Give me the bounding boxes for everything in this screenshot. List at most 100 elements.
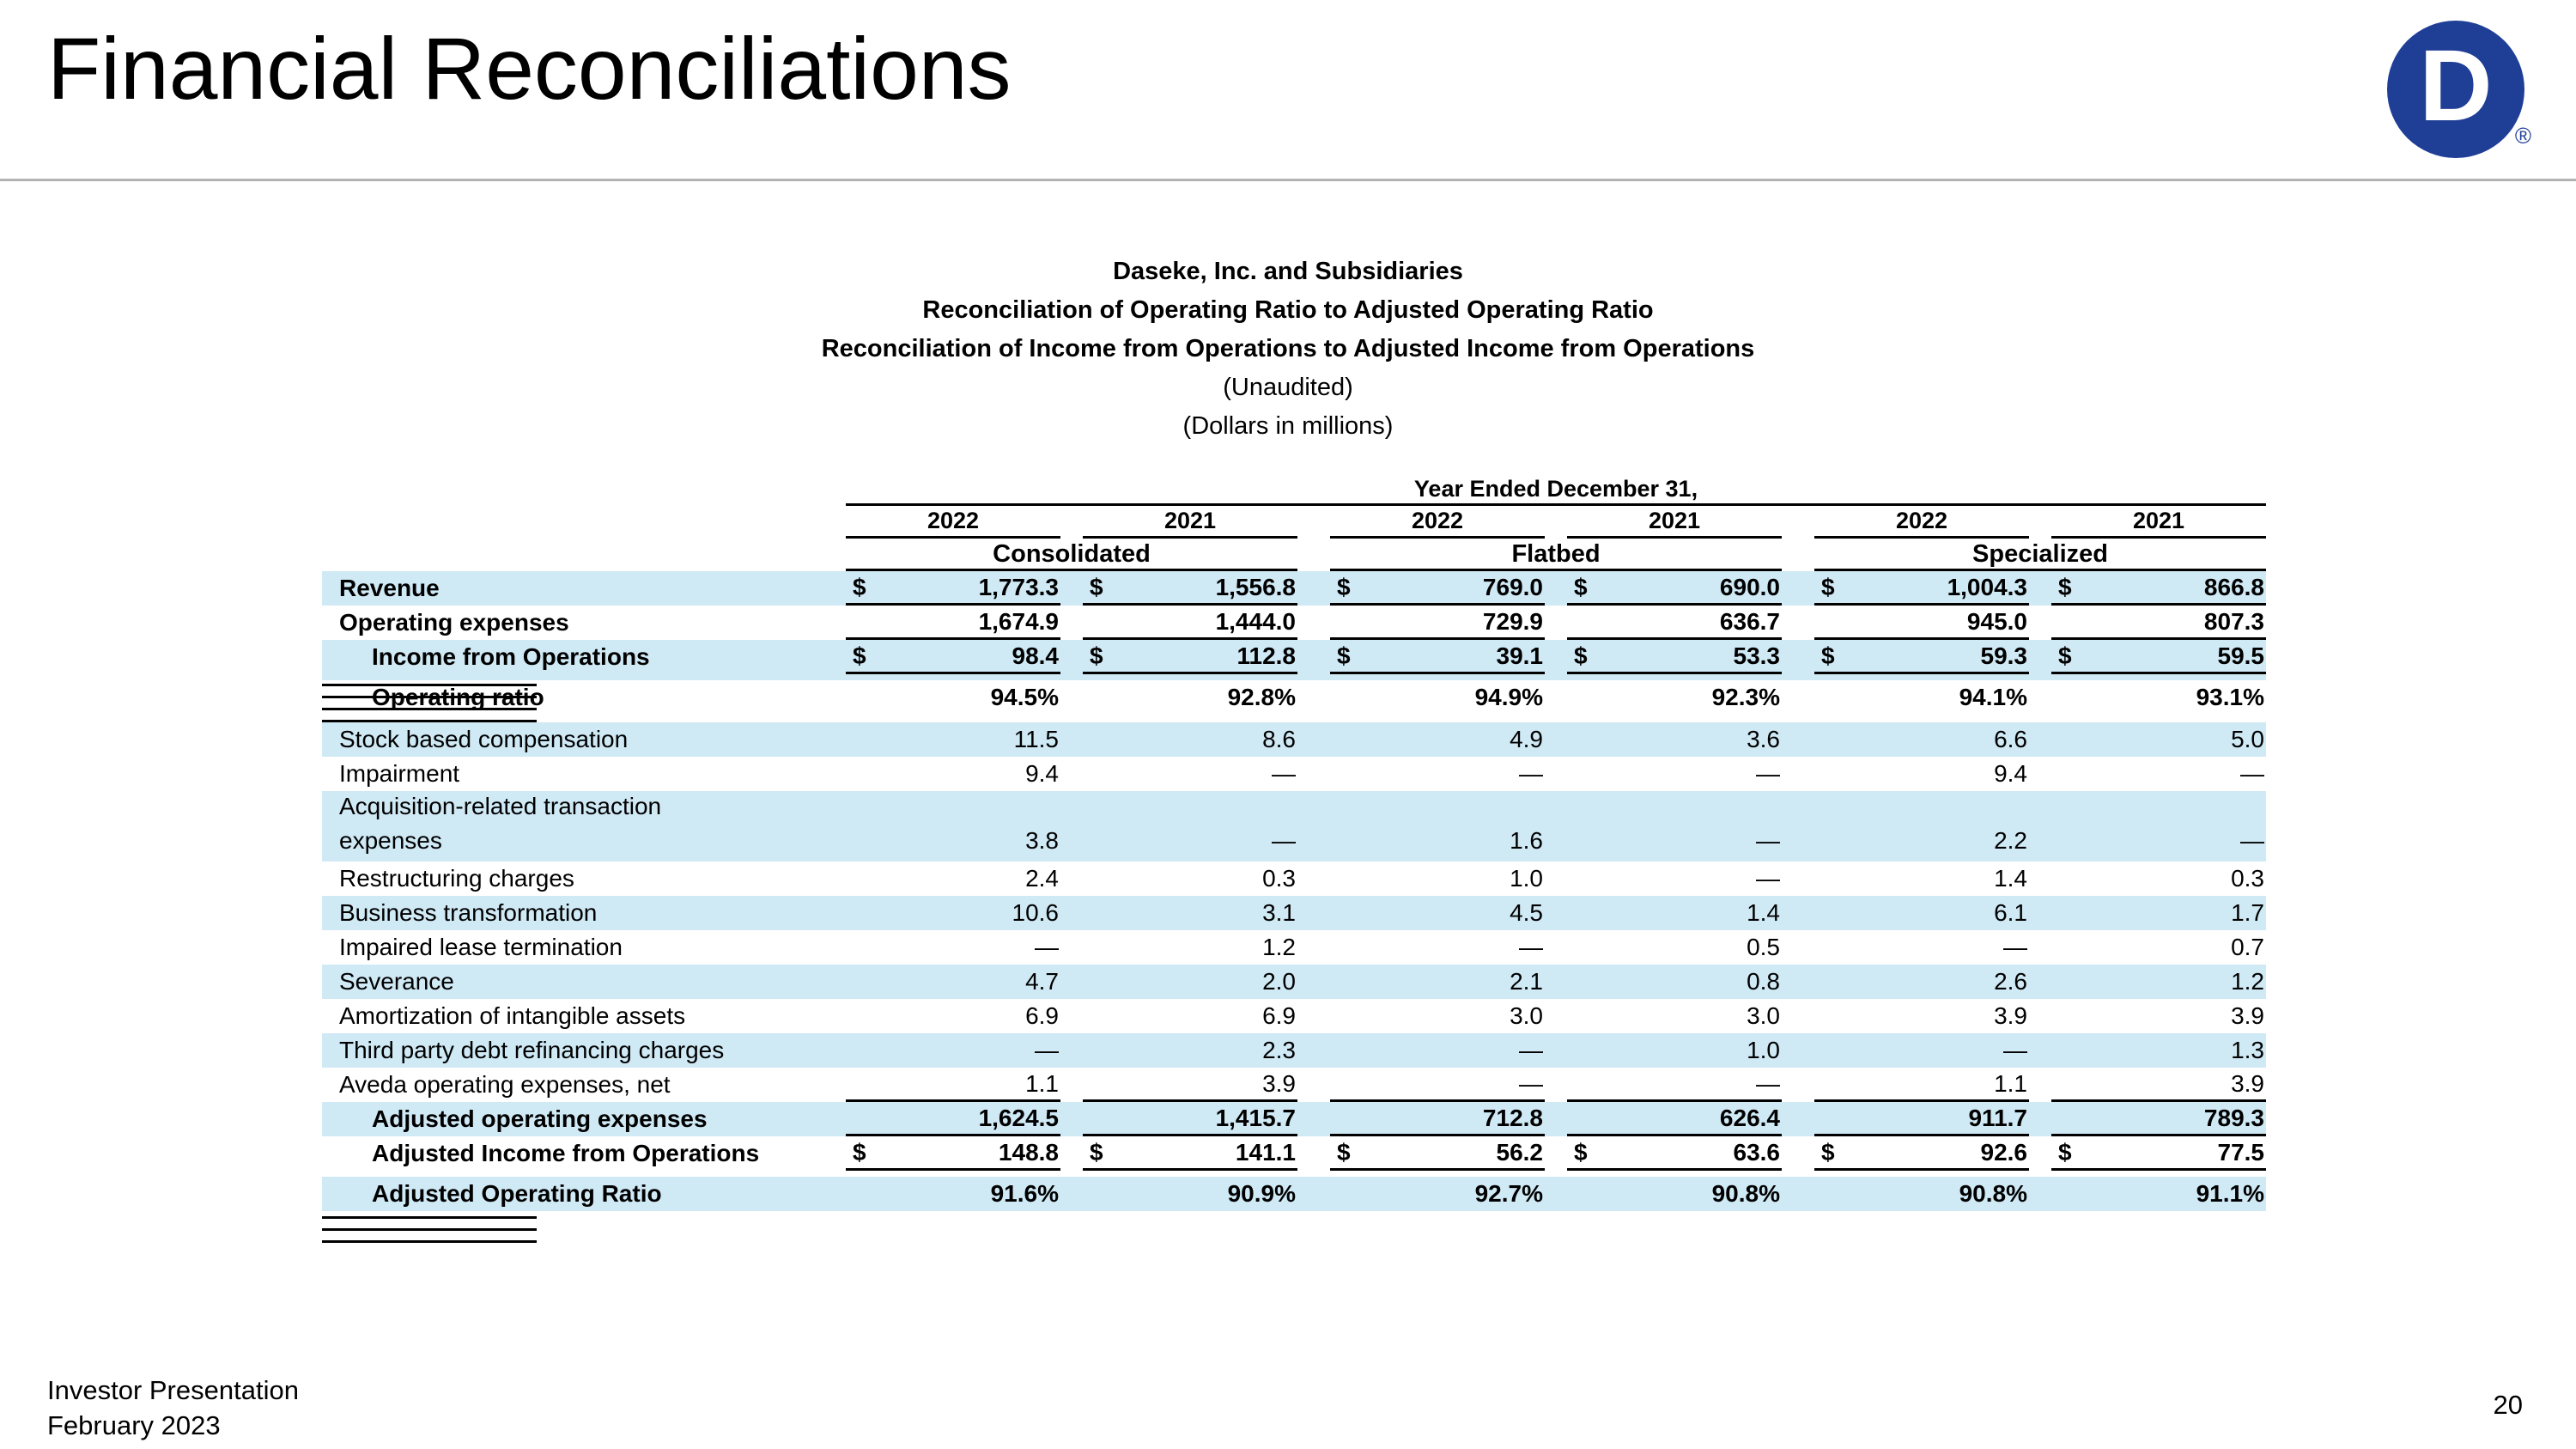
rule-cell xyxy=(322,1225,537,1231)
logo-letter: D xyxy=(2419,29,2493,143)
column-gap xyxy=(2029,680,2051,715)
cell-value: 9.4 xyxy=(1025,760,1059,787)
cell-value: — xyxy=(1519,1037,1543,1063)
value-cell: $690.0 xyxy=(1567,571,1782,606)
column-gap xyxy=(1297,1033,1330,1068)
column-gap xyxy=(2029,571,2051,606)
cell-value: 39.1 xyxy=(1496,642,1544,669)
column-gap xyxy=(1060,640,1083,674)
cell-value: 2.4 xyxy=(1025,865,1059,892)
value-cell: 5.0 xyxy=(2051,722,2266,757)
value-cell: $1,004.3 xyxy=(1814,571,2029,606)
cell-value: — xyxy=(1035,1037,1059,1063)
cell-value: 3.0 xyxy=(1510,1002,1543,1029)
table-heading-line: Reconciliation of Operating Ratio to Adj… xyxy=(922,296,1654,324)
column-gap xyxy=(1545,791,1567,861)
cell-value: 112.8 xyxy=(1236,642,1296,669)
cell-value: 0.5 xyxy=(1747,934,1780,960)
cell-value: 866.8 xyxy=(2203,573,2264,600)
currency-symbol: $ xyxy=(1821,1138,1835,1166)
table-heading-line: Daseke, Inc. and Subsidiaries xyxy=(1113,258,1463,285)
cell-value: 1,004.3 xyxy=(1947,573,2027,600)
row-label: Aveda operating expenses, net xyxy=(339,1071,671,1098)
row-label: Adjusted Income from Operations xyxy=(372,1140,760,1166)
cell-value: 0.3 xyxy=(2231,865,2264,892)
value-cell: 91.1% xyxy=(2051,1177,2266,1211)
table-row: Acquisition-related transaction expenses 3… xyxy=(322,791,2266,861)
value-cell: 3.9 xyxy=(2051,1068,2266,1102)
value-cell: $148.8 xyxy=(846,1136,1060,1171)
cell-value: 712.8 xyxy=(1482,1104,1543,1131)
row-label: Adjusted Operating Ratio xyxy=(372,1180,662,1207)
daseke-logo: D ® xyxy=(2387,21,2531,165)
years-header-row: 2022 2021 2022 2021 2022 2021 xyxy=(322,506,2266,539)
value-cell: 1,674.9 xyxy=(846,606,1060,640)
value-cell: — xyxy=(1567,861,1782,896)
value-cell: 6.9 xyxy=(846,999,1060,1033)
value-cell: $77.5 xyxy=(2051,1136,2266,1171)
value-cell: — xyxy=(1083,757,1297,791)
value-cell: 1.2 xyxy=(2051,965,2266,999)
value-cell: 0.5 xyxy=(1567,930,1782,965)
cell-value: 94.1% xyxy=(1959,684,2027,710)
column-gap xyxy=(1545,1102,1567,1136)
column-gap xyxy=(1782,680,1814,715)
value-cell: 0.8 xyxy=(1567,965,1782,999)
cell-value: 1.0 xyxy=(1747,1037,1780,1063)
value-cell: 1.4 xyxy=(1567,896,1782,930)
column-gap xyxy=(1060,1033,1083,1068)
value-cell: 0.3 xyxy=(2051,861,2266,896)
cell-value: 98.4 xyxy=(1012,642,1060,669)
table-row: Amortization of intangible assets 6.9 6.9 3… xyxy=(322,999,2266,1033)
cell-value: 90.8% xyxy=(1959,1180,2027,1207)
value-cell: 6.6 xyxy=(1814,722,2029,757)
cell-value: 3.9 xyxy=(1994,1002,2027,1029)
column-gap xyxy=(1545,506,1567,539)
cell-value: 1,444.0 xyxy=(1215,607,1296,635)
cell-value: 1.1 xyxy=(1025,1069,1059,1097)
column-gap xyxy=(1060,791,1083,861)
column-gap xyxy=(1545,571,1567,606)
value-cell: 0.7 xyxy=(2051,930,2266,965)
value-cell: 1,624.5 xyxy=(846,1102,1060,1136)
rule-cell xyxy=(322,704,537,710)
cell-value: 690.0 xyxy=(1719,573,1780,600)
value-cell: $112.8 xyxy=(1083,640,1297,674)
value-cell: 729.9 xyxy=(1330,606,1545,640)
cell-value: 1.0 xyxy=(1510,865,1543,892)
cell-value: 1.2 xyxy=(1262,934,1296,960)
value-cell: 90.9% xyxy=(1083,1177,1297,1211)
column-gap xyxy=(1545,861,1567,896)
currency-symbol: $ xyxy=(1090,573,1103,600)
table-row: Adjusted Operating Ratio 91.6% 90.9% 92.7% 9… xyxy=(322,1177,2266,1211)
column-gap xyxy=(1060,1068,1083,1102)
currency-symbol: $ xyxy=(853,573,866,600)
year-column-header: 2022 xyxy=(1330,506,1545,539)
registered-trademark-mark: ® xyxy=(2514,123,2531,149)
cell-value: — xyxy=(1519,760,1543,787)
row-label: Amortization of intangible assets xyxy=(339,1002,686,1029)
row-label: Third party debt refinancing charges xyxy=(339,1037,725,1063)
value-cell: — xyxy=(1567,1068,1782,1102)
cell-value: 911.7 xyxy=(1968,1104,2027,1131)
cell-value: 92.6 xyxy=(1980,1138,2028,1166)
value-cell: $769.0 xyxy=(1330,571,1545,606)
row-label: Acquisition-related transaction expenses xyxy=(322,789,846,861)
column-gap xyxy=(1545,606,1567,640)
cell-value: 0.7 xyxy=(2231,934,2264,960)
value-cell: 4.7 xyxy=(846,965,1060,999)
column-gap xyxy=(1545,757,1567,791)
column-gap xyxy=(1060,965,1083,999)
value-cell: 2.2 xyxy=(1814,791,2029,861)
column-gap xyxy=(1545,680,1567,715)
segment-header-row: Consolidated Flatbed Specialized xyxy=(322,539,2266,571)
cell-value: 9.4 xyxy=(1994,760,2027,787)
table-row: Third party debt refinancing charges — 2.3… xyxy=(322,1033,2266,1068)
column-gap xyxy=(1782,1136,1814,1171)
footer-text: Investor Presentation February 2023 xyxy=(47,1373,299,1443)
cell-value: 2.6 xyxy=(1994,968,2027,995)
value-cell: 1.0 xyxy=(1330,861,1545,896)
column-gap xyxy=(1782,757,1814,791)
cell-value: 1,773.3 xyxy=(978,573,1059,600)
row-label: Operating expenses xyxy=(339,609,569,636)
